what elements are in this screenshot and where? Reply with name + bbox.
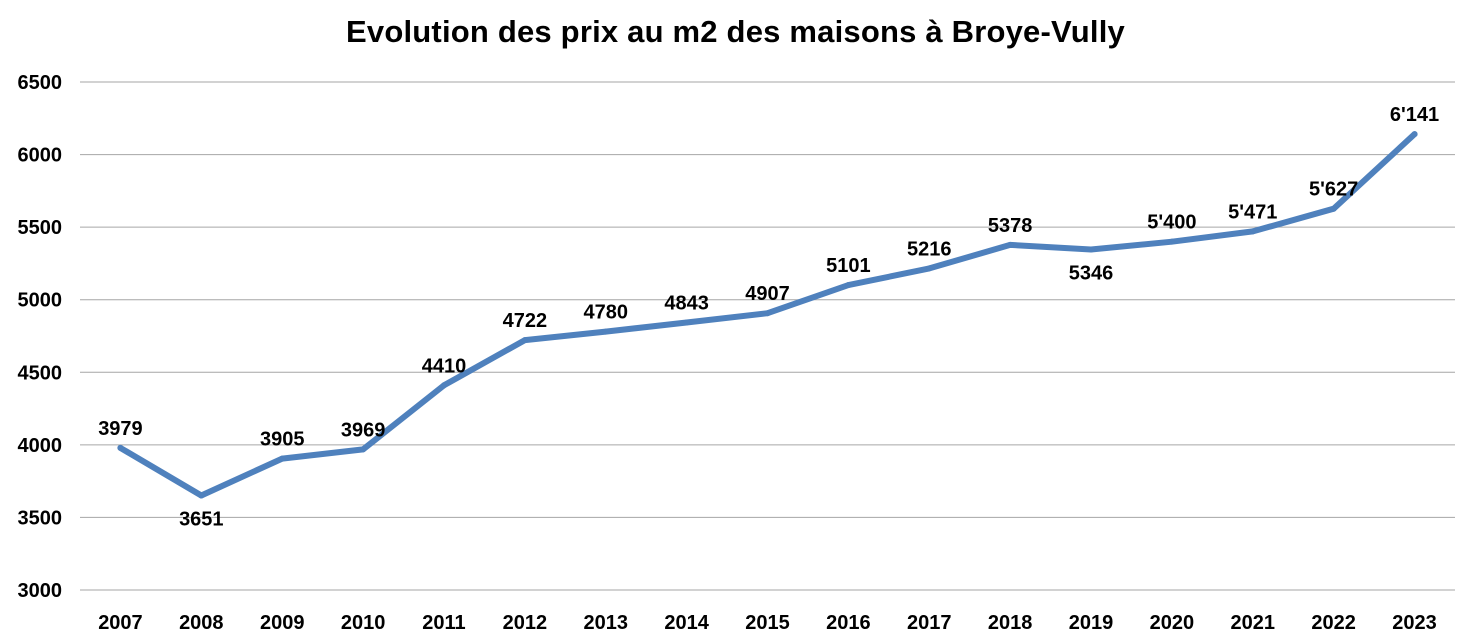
x-tick-label: 2015 xyxy=(745,612,790,634)
data-point xyxy=(1411,131,1418,138)
data-point xyxy=(1249,228,1256,235)
data-label: 4780 xyxy=(583,302,628,324)
x-tick-label: 2019 xyxy=(1069,612,1114,634)
y-axis-ticks: 3000 3500 4000 4500 5000 5500 6000 6500 xyxy=(18,72,63,602)
data-label: 5'627 xyxy=(1309,179,1358,201)
data-label: 6'141 xyxy=(1390,104,1439,126)
data-point xyxy=(602,328,609,335)
x-tick-label: 2016 xyxy=(826,612,871,634)
x-tick-label: 2014 xyxy=(664,612,709,634)
data-point xyxy=(198,492,205,499)
y-tick-label: 3500 xyxy=(18,507,63,529)
data-point xyxy=(845,282,852,289)
data-point xyxy=(1330,205,1337,212)
data-label: 4907 xyxy=(745,283,790,305)
data-point xyxy=(521,337,528,344)
x-tick-label: 2008 xyxy=(179,612,224,634)
y-tick-label: 4500 xyxy=(18,362,63,384)
data-label: 5378 xyxy=(988,215,1033,237)
data-point xyxy=(926,265,933,272)
data-label: 5216 xyxy=(907,238,952,260)
data-label: 5'400 xyxy=(1147,212,1196,234)
data-point xyxy=(1007,241,1014,248)
x-axis-ticks: 2007 2008 2009 2010 2011 2012 2013 2014 2015 2016… xyxy=(98,612,1437,634)
x-tick-label: 2021 xyxy=(1231,612,1276,634)
data-point xyxy=(683,319,690,326)
data-label: 3979 xyxy=(98,418,143,440)
data-point xyxy=(117,444,124,451)
x-tick-label: 2010 xyxy=(341,612,386,634)
y-tick-label: 6000 xyxy=(18,145,63,167)
gridlines xyxy=(80,81,1455,591)
x-tick-label: 2009 xyxy=(260,612,305,634)
x-tick-label: 2007 xyxy=(98,612,143,634)
data-label: 4410 xyxy=(422,355,467,377)
data-point xyxy=(440,382,447,389)
chart-title: Evolution des prix au m2 des maisons à B… xyxy=(346,14,1125,49)
x-tick-label: 2017 xyxy=(907,612,952,634)
series-line-layer xyxy=(117,131,1418,499)
data-labels: 3979 3651 3905 3969 4410 4722 4780 4843 4907 5101… xyxy=(98,104,1439,530)
y-tick-label: 6500 xyxy=(18,72,63,94)
x-tick-label: 2022 xyxy=(1311,612,1356,634)
data-label: 3651 xyxy=(179,509,224,531)
data-point xyxy=(279,455,286,462)
y-tick-label: 3000 xyxy=(18,580,63,602)
y-tick-label: 5000 xyxy=(18,290,63,312)
x-tick-label: 2023 xyxy=(1392,612,1437,634)
x-tick-label: 2012 xyxy=(503,612,548,634)
x-tick-label: 2013 xyxy=(583,612,628,634)
y-tick-label: 5500 xyxy=(18,217,63,239)
y-tick-label: 4000 xyxy=(18,435,63,457)
data-point xyxy=(1088,246,1095,253)
data-label: 5101 xyxy=(826,255,871,277)
x-tick-label: 2011 xyxy=(422,612,465,634)
data-label: 5346 xyxy=(1069,262,1114,284)
data-label: 3969 xyxy=(341,419,386,441)
x-tick-label: 2020 xyxy=(1150,612,1195,634)
data-label: 4722 xyxy=(503,310,548,332)
data-label: 5'471 xyxy=(1228,201,1277,223)
data-label: 3905 xyxy=(260,429,305,451)
data-point xyxy=(360,446,367,453)
data-point xyxy=(764,310,771,317)
data-label: 4843 xyxy=(664,293,709,315)
x-tick-label: 2018 xyxy=(988,612,1033,634)
data-point xyxy=(1168,238,1175,245)
